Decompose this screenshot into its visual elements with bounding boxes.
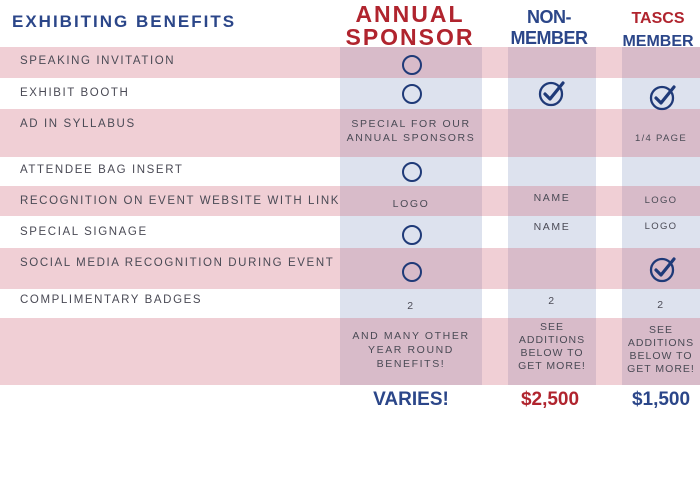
extra-tascs-line: ADDITIONS [627,337,695,349]
circle-outline-icon [402,162,422,182]
extra-non-line: ADDITIONS [518,334,586,346]
annual-header-line1: ANNUAL [355,1,465,27]
circle-outline-icon [402,55,422,75]
non-header-line2: MEMBER [510,28,589,48]
row-band-syllabus [0,109,700,157]
extra-tascs-line: SEE [648,324,673,336]
price-non-member: $2,500 [520,389,580,410]
syllabus-annual-cell: SPECIAL FOR OUR ANNUAL SPONSORS [340,117,482,145]
row-band-speaking [0,47,700,78]
syllabus-annual-line1: SPECIAL FOR OUR [351,118,471,130]
extra-annual-cell: AND MANY OTHER YEAR ROUND BENEFITS! [340,329,482,371]
extra-annual-line: AND MANY OTHER [352,330,470,342]
row-label-website: RECOGNITION ON EVENT WEBSITE WITH LINK [20,195,340,207]
price-tascs-member: $1,500 [631,389,691,410]
signage-non-cell: NAME [533,221,571,233]
row-band-website [0,186,700,216]
row-band-extras [0,318,700,385]
extra-tascs-cell: SEE ADDITIONS BELOW TO GET MORE! [622,324,700,376]
annual-sponsor-header: ANNUAL SPONSOR [338,3,482,49]
non-header-line1: NON- [527,7,572,27]
row-label-speaking: SPEAKING INVITATION [20,55,176,67]
circle-outline-icon [402,225,422,245]
circle-outline-icon [402,84,422,104]
extra-annual-line: BENEFITS! [376,358,446,370]
row-label-signage: SPECIAL SIGNAGE [20,226,148,238]
signage-tascs-cell: LOGO [644,221,678,232]
checkmark-circle-icon [538,81,565,107]
badges-tascs-cell: 2 [657,299,665,311]
page-title: EXHIBITING BENEFITS [12,12,237,31]
tascs-header-line2: MEMBER [622,33,694,50]
extra-tascs-line: BELOW TO [629,350,693,362]
checkmark-circle-icon [649,85,676,111]
circle-outline-icon [402,262,422,282]
website-annual-cell: LOGO [392,198,430,210]
row-band-social [0,248,700,289]
non-member-column-background [508,47,596,385]
row-label-bag-insert: ATTENDEE BAG INSERT [20,164,184,176]
extra-non-line: BELOW TO [520,347,584,359]
website-tascs-cell: LOGO [644,195,678,206]
extra-tascs-line: GET MORE! [627,363,695,375]
extra-non-line: GET MORE! [518,360,586,372]
non-member-header: NON- MEMBER [500,7,598,49]
row-label-booth: EXHIBIT BOOTH [20,87,130,99]
syllabus-tascs-cell: 1/4 PAGE [635,133,687,144]
checkmark-circle-icon [649,257,676,283]
website-non-cell: NAME [533,192,571,204]
price-annual: VARIES! [373,389,449,410]
syllabus-annual-line2: ANNUAL SPONSORS [346,132,476,144]
row-label-badges: COMPLIMENTARY BADGES [20,294,203,306]
annual-header-line2: SPONSOR [345,24,475,50]
badges-annual-cell: 2 [407,300,415,312]
tascs-header-line1: TASCS [631,10,685,27]
extra-non-line: SEE [539,321,564,333]
row-label-syllabus: AD IN SYLLABUS [20,118,136,130]
extra-annual-line: YEAR ROUND [367,344,454,356]
row-label-social: SOCIAL MEDIA RECOGNITION DURING EVENT [20,257,335,269]
badges-non-cell: 2 [548,295,556,307]
extra-non-cell: SEE ADDITIONS BELOW TO GET MORE! [508,321,596,373]
tascs-member-header: TASCS MEMBER [616,7,700,53]
